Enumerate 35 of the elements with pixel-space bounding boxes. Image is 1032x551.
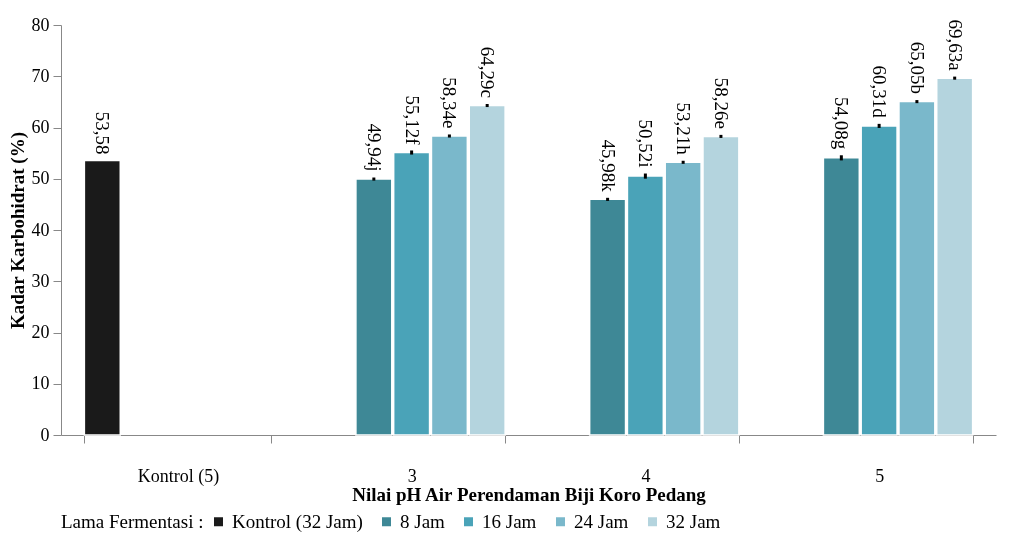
legend-label: 8 Jam xyxy=(400,510,446,532)
y-tick-label: 40 xyxy=(31,219,50,240)
y-tick-label: 30 xyxy=(31,270,50,291)
x-tick-label: 4 xyxy=(641,465,651,486)
bar xyxy=(83,159,122,436)
legend-title: Lama Fermentasi : xyxy=(61,511,204,532)
data-label: 45,98k xyxy=(597,139,619,193)
legend-label: Kontrol (32 Jam) xyxy=(232,510,363,533)
data-label: 64,29c xyxy=(477,46,499,98)
data-label: 58,34e xyxy=(439,77,461,129)
legend-label: 24 Jam xyxy=(574,510,629,532)
x-tick-label: 5 xyxy=(875,465,885,486)
y-tick-label: 10 xyxy=(31,373,50,394)
data-label: 53,21h xyxy=(673,102,695,156)
y-tick-label: 20 xyxy=(31,322,50,342)
data-label: 55,12f xyxy=(401,95,423,146)
y-tick-label: 0 xyxy=(40,424,50,445)
y-tick-label: 80 xyxy=(31,14,50,35)
data-label: 69,63a xyxy=(944,19,966,72)
data-label: 58,26e xyxy=(710,77,732,129)
x-tick-label: 3 xyxy=(407,465,417,486)
data-label: 60,31d xyxy=(869,65,891,119)
x-axis-title: Nilai pH Air Perendaman Biji Koro Pedang xyxy=(352,483,707,505)
data-label: 50,52i xyxy=(635,119,657,168)
legend-label: 16 Jam xyxy=(482,510,537,532)
y-axis-title: Kadar Karbohidrat (%) xyxy=(6,131,29,330)
y-tick-label: 70 xyxy=(31,65,50,86)
y-tick-label: 60 xyxy=(31,117,50,137)
y-tick-label: 50 xyxy=(31,168,50,189)
legend-label: 32 Jam xyxy=(666,510,721,532)
x-tick-label: Kontrol (5) xyxy=(137,465,220,487)
data-label: 53,58 xyxy=(92,111,114,155)
data-label: 65,05b xyxy=(906,41,928,95)
data-label: 49,94j xyxy=(363,123,385,172)
data-label: 54,08g xyxy=(831,97,853,150)
